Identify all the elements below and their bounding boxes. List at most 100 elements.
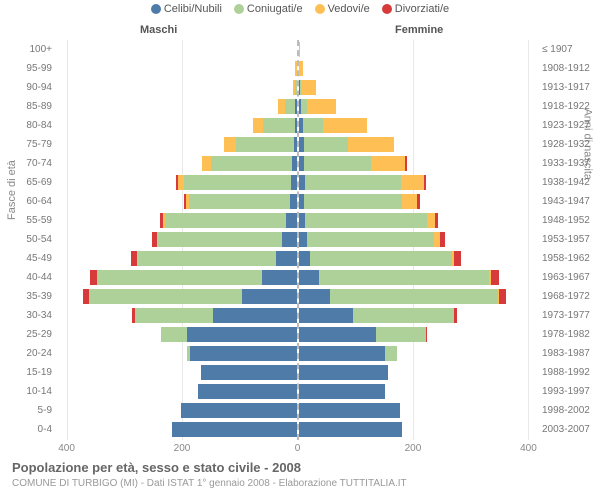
age-label: 95-99 bbox=[12, 63, 52, 74]
year-label: 1923-1927 bbox=[542, 120, 600, 131]
legend-swatch bbox=[315, 4, 325, 14]
bar-segment bbox=[295, 61, 296, 76]
female-bar bbox=[299, 232, 445, 247]
bar-segment bbox=[299, 251, 311, 266]
pyramid-row bbox=[55, 251, 540, 267]
bar-segment bbox=[184, 175, 291, 190]
legend: Celibi/NubiliConiugati/eVedovi/eDivorzia… bbox=[0, 3, 600, 15]
bar-segment bbox=[278, 99, 285, 114]
bar-segment bbox=[294, 137, 297, 152]
pyramid-row bbox=[55, 80, 540, 96]
bar-segment bbox=[189, 194, 290, 209]
pyramid-row bbox=[55, 308, 540, 324]
pyramid-row bbox=[55, 42, 540, 58]
female-bar bbox=[299, 346, 397, 361]
age-label: 15-19 bbox=[12, 367, 52, 378]
female-bar bbox=[299, 61, 304, 76]
bar-segment bbox=[90, 270, 97, 285]
female-bar bbox=[299, 42, 300, 57]
year-label: 1968-1972 bbox=[542, 291, 600, 302]
female-bar bbox=[299, 422, 403, 437]
pyramid-row bbox=[55, 156, 540, 172]
bar-segment bbox=[299, 403, 400, 418]
bar-segment bbox=[499, 289, 506, 304]
male-bar bbox=[295, 61, 296, 76]
female-bar bbox=[299, 403, 400, 418]
bar-segment bbox=[190, 346, 297, 361]
bar-segment bbox=[440, 232, 445, 247]
pyramid-row bbox=[55, 346, 540, 362]
y-axis-left-title: Fasce di età bbox=[6, 160, 18, 220]
age-label: 65-69 bbox=[12, 177, 52, 188]
year-label: ≤ 1907 bbox=[542, 44, 600, 55]
bar-segment bbox=[305, 175, 400, 190]
bar-segment bbox=[435, 213, 438, 228]
female-bar bbox=[299, 213, 439, 228]
chart-subtitle: COMUNE DI TURBIGO (MI) - Dati ISTAT 1° g… bbox=[12, 478, 407, 489]
female-bar bbox=[299, 327, 427, 342]
legend-swatch bbox=[151, 4, 161, 14]
plot-area: 4002000200400 bbox=[55, 40, 540, 440]
age-label: 75-79 bbox=[12, 139, 52, 150]
bar-segment bbox=[299, 346, 386, 361]
year-label: 1913-1917 bbox=[542, 82, 600, 93]
legend-item: Vedovi/e bbox=[315, 3, 370, 15]
bar-segment bbox=[301, 80, 315, 95]
bar-segment bbox=[292, 156, 297, 171]
year-label: 1908-1912 bbox=[542, 63, 600, 74]
year-label: 1963-1967 bbox=[542, 272, 600, 283]
bar-segment bbox=[376, 327, 425, 342]
male-header: Maschi bbox=[140, 24, 177, 36]
female-bar bbox=[299, 384, 386, 399]
female-bar bbox=[299, 80, 316, 95]
x-tick-label: 0 bbox=[295, 443, 301, 454]
bar-segment bbox=[305, 213, 426, 228]
bar-segment bbox=[299, 384, 386, 399]
pyramid-row bbox=[55, 365, 540, 381]
legend-label: Vedovi/e bbox=[328, 3, 370, 15]
bar-segment bbox=[299, 61, 304, 76]
bar-segment bbox=[242, 289, 297, 304]
year-label: 1978-1982 bbox=[542, 329, 600, 340]
chart-title: Popolazione per età, sesso e stato civil… bbox=[12, 460, 301, 475]
bar-segment bbox=[307, 99, 336, 114]
bar-segment bbox=[89, 289, 242, 304]
bar-segment bbox=[310, 251, 451, 266]
legend-label: Coniugati/e bbox=[247, 3, 303, 15]
pyramid-row bbox=[55, 175, 540, 191]
bar-segment bbox=[323, 118, 366, 133]
bar-segment bbox=[253, 118, 263, 133]
bar-segment bbox=[97, 270, 262, 285]
bar-segment bbox=[299, 213, 306, 228]
bar-segment bbox=[454, 308, 457, 323]
female-bar bbox=[299, 270, 500, 285]
year-label: 1983-1987 bbox=[542, 348, 600, 359]
bar-segment bbox=[161, 327, 187, 342]
male-bar bbox=[152, 232, 296, 247]
age-label: 30-34 bbox=[12, 310, 52, 321]
bar-segment bbox=[299, 422, 403, 437]
bar-segment bbox=[295, 80, 297, 95]
pyramid-row bbox=[55, 194, 540, 210]
bar-segment bbox=[285, 99, 295, 114]
bar-segment bbox=[138, 251, 277, 266]
bar-segment bbox=[291, 175, 297, 190]
bar-segment bbox=[236, 137, 294, 152]
age-label: 80-84 bbox=[12, 120, 52, 131]
year-label: 1958-1962 bbox=[542, 253, 600, 264]
legend-item: Celibi/Nubili bbox=[151, 3, 222, 15]
bar-segment bbox=[286, 213, 296, 228]
bar-segment bbox=[299, 308, 354, 323]
bar-segment bbox=[426, 327, 427, 342]
male-bar bbox=[224, 137, 296, 152]
male-bar bbox=[253, 118, 297, 133]
year-label: 1918-1922 bbox=[542, 101, 600, 112]
age-label: 70-74 bbox=[12, 158, 52, 169]
year-label: 1973-1977 bbox=[542, 310, 600, 321]
female-bar bbox=[299, 137, 394, 152]
male-bar bbox=[176, 175, 296, 190]
male-bar bbox=[201, 365, 296, 380]
bar-segment bbox=[201, 365, 296, 380]
bar-segment bbox=[424, 175, 426, 190]
male-bar bbox=[278, 99, 296, 114]
